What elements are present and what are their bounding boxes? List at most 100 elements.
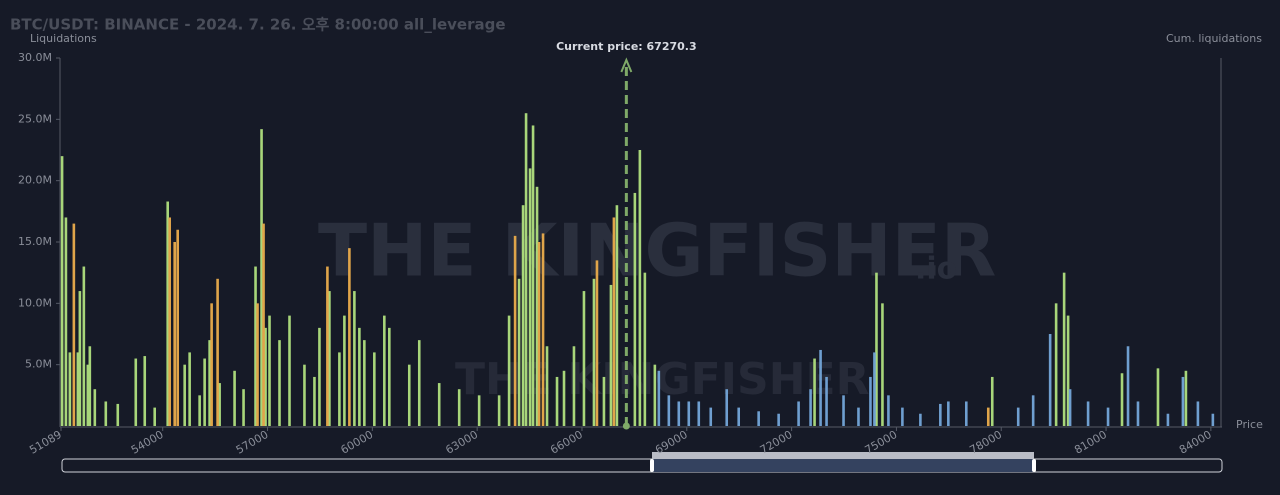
y-tick-label: 20.0M: [18, 174, 52, 187]
bar: [612, 217, 616, 426]
chart-title: BTC/USDT: BINANCE - 2024. 7. 26. 오후 8:00…: [10, 16, 506, 34]
bar: [86, 364, 90, 426]
x-tick-label: 84000: [1177, 428, 1214, 457]
y2-axis-label: Cum. liquidations: [1166, 32, 1262, 45]
bar: [176, 229, 179, 426]
y-tick-label: 15.0M: [18, 235, 52, 248]
bar: [198, 395, 201, 426]
bar: [208, 340, 211, 426]
bar: [407, 364, 411, 426]
bar: [697, 401, 701, 426]
x-tick-label: 63000: [443, 428, 480, 457]
bar: [842, 395, 845, 426]
bar: [507, 315, 511, 426]
bar: [517, 278, 521, 426]
bar: [555, 376, 559, 426]
bar: [72, 223, 76, 426]
bar: [363, 340, 366, 426]
bar: [417, 340, 421, 426]
bar: [1120, 373, 1124, 426]
bar: [901, 407, 904, 426]
zoom-window[interactable]: [652, 459, 1034, 472]
bar: [657, 370, 661, 426]
zoom-handle-right[interactable]: [1032, 459, 1036, 472]
bar: [242, 389, 245, 426]
bar: [383, 315, 386, 426]
bar: [88, 346, 92, 426]
y-tick-label: 30.0M: [18, 51, 52, 64]
bar: [986, 407, 990, 426]
bar: [260, 129, 263, 426]
bar: [1184, 370, 1188, 426]
bar: [797, 401, 800, 426]
bar: [134, 358, 138, 426]
bar: [1062, 272, 1066, 426]
bar: [887, 395, 890, 426]
bar: [535, 186, 539, 426]
x-tick-label: 60000: [339, 428, 376, 457]
bar: [318, 327, 321, 426]
x-axis-label: Price: [1236, 418, 1263, 431]
bar: [592, 278, 596, 426]
bar: [457, 389, 461, 426]
bar: [264, 327, 267, 426]
bar: [809, 389, 812, 426]
current-price-label: Current price: 67270.3: [556, 40, 697, 53]
zoom-handle-left[interactable]: [650, 459, 654, 472]
bar: [541, 233, 545, 426]
bar: [873, 352, 876, 426]
bar: [687, 401, 691, 426]
bar: [521, 205, 525, 426]
bar: [531, 125, 535, 426]
bar: [1068, 389, 1072, 426]
bar: [643, 272, 647, 426]
x-tick-label: 81000: [1072, 428, 1109, 457]
bar: [116, 403, 120, 426]
bar: [1166, 413, 1170, 426]
bar: [572, 346, 576, 426]
current-price-dot: [622, 422, 630, 430]
bar: [216, 278, 219, 426]
bar: [653, 364, 657, 426]
bar: [1196, 401, 1200, 426]
bar: [268, 315, 271, 426]
bar: [857, 407, 860, 426]
bar: [326, 266, 329, 426]
bar: [602, 376, 606, 426]
bar: [93, 389, 97, 426]
zoom-handle-bar[interactable]: [652, 452, 1034, 459]
bar: [166, 201, 170, 426]
bar: [875, 272, 878, 426]
bar: [373, 352, 376, 426]
bar: [638, 150, 642, 426]
bar: [338, 352, 341, 426]
bar: [78, 291, 82, 426]
bar: [595, 260, 599, 426]
bar: [104, 401, 108, 426]
bar: [524, 113, 528, 426]
bar: [819, 349, 822, 426]
bar: [82, 266, 86, 426]
bar: [1054, 303, 1058, 426]
bar: [964, 401, 968, 426]
bar: [288, 315, 291, 426]
bar: [939, 403, 942, 426]
bar: [278, 340, 281, 426]
x-tick-label: 57000: [234, 428, 271, 457]
zoom-slider[interactable]: [61, 458, 1223, 473]
bar: [437, 383, 441, 426]
bar: [477, 395, 481, 426]
bar: [545, 346, 549, 426]
bar: [153, 407, 157, 426]
x-tick-label: 51089: [27, 428, 64, 457]
watermark: THE KINGFISHER: [455, 354, 870, 405]
bar: [1126, 346, 1130, 426]
bar: [869, 376, 872, 426]
bar: [143, 356, 147, 426]
bar: [188, 352, 191, 426]
bar: [1031, 395, 1035, 426]
y-axis-label: Liquidations: [30, 32, 97, 45]
bar: [353, 291, 356, 426]
bar: [737, 407, 741, 426]
bar: [777, 413, 780, 426]
